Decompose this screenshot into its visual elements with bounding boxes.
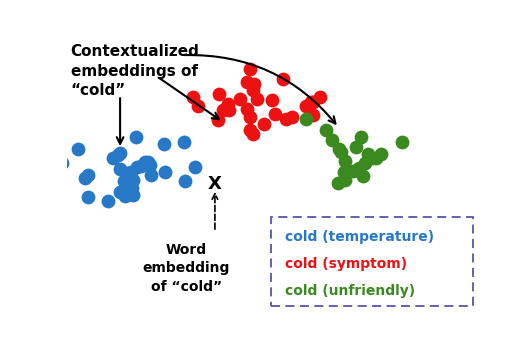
Point bbox=[127, 169, 135, 175]
Text: Word
embedding
of “cold”: Word embedding of “cold” bbox=[143, 243, 230, 293]
Point bbox=[268, 97, 276, 103]
Point bbox=[243, 106, 251, 112]
Point bbox=[341, 177, 350, 183]
FancyBboxPatch shape bbox=[271, 217, 472, 306]
Point bbox=[359, 173, 367, 179]
Point bbox=[194, 103, 202, 109]
Point bbox=[223, 101, 232, 106]
Point bbox=[133, 164, 142, 170]
Point bbox=[248, 131, 257, 137]
Text: cold (symptom): cold (symptom) bbox=[285, 257, 407, 271]
Point bbox=[57, 160, 66, 166]
Point bbox=[309, 99, 317, 105]
Point bbox=[116, 166, 124, 172]
Point bbox=[215, 91, 223, 96]
Point bbox=[322, 127, 330, 133]
Point bbox=[147, 173, 155, 178]
Point bbox=[337, 150, 345, 155]
Point bbox=[161, 169, 169, 175]
Point bbox=[260, 121, 268, 127]
Point bbox=[246, 114, 255, 120]
Point bbox=[364, 151, 372, 157]
Point bbox=[109, 155, 118, 161]
Point bbox=[249, 88, 257, 93]
Point bbox=[243, 79, 252, 85]
Point bbox=[189, 94, 198, 100]
Point bbox=[352, 145, 360, 150]
Point bbox=[74, 146, 82, 152]
Point bbox=[115, 189, 124, 194]
Text: X: X bbox=[208, 175, 222, 193]
Point bbox=[349, 168, 358, 173]
Point bbox=[398, 140, 406, 145]
Point bbox=[309, 112, 317, 118]
Point bbox=[129, 192, 138, 198]
Point bbox=[282, 116, 290, 121]
Point bbox=[245, 66, 254, 72]
Point bbox=[115, 150, 124, 156]
Text: cold (unfriendly): cold (unfriendly) bbox=[285, 284, 415, 298]
Point bbox=[377, 151, 385, 157]
Point bbox=[114, 152, 122, 157]
Point bbox=[253, 96, 261, 102]
Point bbox=[145, 162, 154, 167]
Point bbox=[287, 114, 296, 119]
Point bbox=[128, 185, 137, 191]
Point bbox=[306, 100, 315, 105]
Point bbox=[334, 146, 343, 151]
Point bbox=[84, 194, 92, 200]
Point bbox=[302, 103, 310, 108]
Point bbox=[339, 169, 348, 175]
Point bbox=[179, 140, 188, 145]
Point bbox=[81, 175, 89, 181]
Point bbox=[354, 166, 363, 171]
Point bbox=[246, 127, 254, 133]
Text: cold (temperature): cold (temperature) bbox=[285, 230, 434, 244]
Point bbox=[219, 107, 228, 112]
Point bbox=[104, 198, 112, 204]
Point bbox=[121, 193, 129, 198]
Point bbox=[361, 160, 369, 166]
Point bbox=[328, 137, 337, 143]
Point bbox=[372, 155, 380, 161]
Point bbox=[250, 81, 258, 87]
Point bbox=[279, 76, 287, 82]
Point bbox=[225, 107, 234, 113]
Point bbox=[132, 134, 140, 140]
Point bbox=[271, 111, 279, 117]
Point bbox=[191, 164, 200, 169]
Point bbox=[334, 180, 342, 186]
Point bbox=[123, 170, 131, 176]
Point bbox=[340, 159, 349, 164]
Point bbox=[144, 159, 152, 165]
Text: Contextualized
embeddings of
“cold”: Contextualized embeddings of “cold” bbox=[71, 45, 200, 98]
Point bbox=[84, 172, 92, 178]
Point bbox=[302, 116, 310, 122]
Point bbox=[128, 177, 137, 183]
Point bbox=[180, 179, 189, 184]
Point bbox=[368, 156, 377, 161]
Point bbox=[356, 134, 365, 140]
Point bbox=[120, 179, 129, 184]
Point bbox=[137, 164, 145, 169]
Point bbox=[235, 96, 244, 102]
Point bbox=[160, 142, 168, 147]
Point bbox=[141, 160, 149, 165]
Point bbox=[315, 94, 324, 100]
Point bbox=[214, 118, 223, 123]
